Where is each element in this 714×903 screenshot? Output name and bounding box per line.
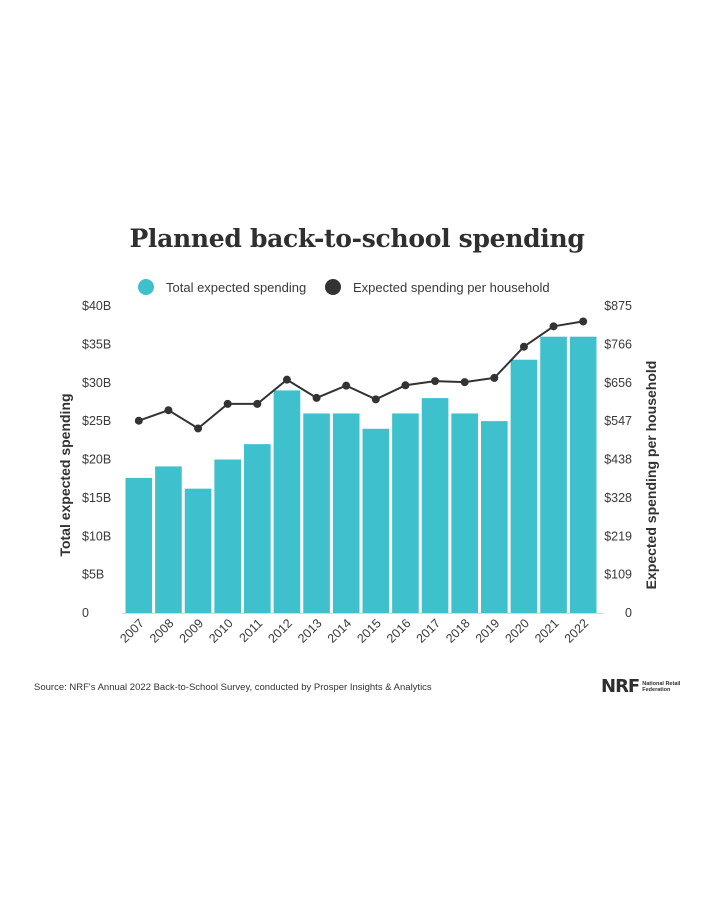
x-tick-2010: 2010 — [206, 616, 236, 646]
point-2022 — [579, 317, 588, 326]
y-tick-right-0: 0 — [625, 606, 632, 620]
bar-2021 — [540, 336, 567, 613]
point-2014 — [342, 381, 351, 390]
x-tick-2021: 2021 — [532, 616, 562, 646]
y-tick-right-4: $438 — [604, 453, 632, 467]
y-tick-left-2: $10B — [82, 529, 111, 543]
point-2019 — [490, 373, 499, 382]
y-tick-right-8: $875 — [604, 299, 632, 313]
point-2018 — [460, 378, 469, 387]
bar-2009 — [184, 488, 212, 613]
bar-2013 — [303, 413, 330, 613]
legend-label-household: Expected spending per household — [353, 279, 550, 295]
y-tick-left-5: $25B — [82, 414, 111, 428]
point-2015 — [371, 395, 380, 404]
x-tick-2008: 2008 — [147, 616, 177, 646]
x-tick-2014: 2014 — [325, 616, 355, 646]
legend: Total expected spending Expected spendin… — [0, 279, 714, 299]
x-tick-2019: 2019 — [473, 616, 503, 646]
y-tick-right-3: $328 — [604, 491, 632, 505]
y-tick-left-3: $15B — [82, 491, 111, 505]
legend-item-household: Expected spending per household — [325, 279, 550, 295]
point-2009 — [194, 424, 203, 433]
x-tick-2016: 2016 — [384, 616, 414, 646]
legend-swatch-household — [325, 279, 341, 295]
y-tick-right-1: $109 — [604, 568, 632, 582]
nrf-logo: NRF National Retail Federation — [601, 676, 682, 697]
y-tick-right-2: $219 — [604, 529, 632, 543]
household-spending-line — [138, 320, 584, 430]
y-tick-left-1: $5B — [82, 568, 104, 582]
x-tick-2017: 2017 — [414, 616, 444, 646]
x-tick-2012: 2012 — [265, 616, 295, 646]
x-tick-2013: 2013 — [295, 616, 325, 646]
point-2017 — [431, 377, 440, 386]
bar-2019 — [481, 421, 508, 613]
logo-mark: NRF — [601, 676, 640, 697]
y-tick-right-7: $766 — [604, 337, 632, 351]
bar-2022 — [569, 336, 597, 613]
point-2013 — [312, 393, 321, 402]
bar-2008 — [155, 466, 182, 613]
point-2020 — [519, 342, 528, 351]
legend-swatch-total — [138, 279, 154, 295]
x-tick-2009: 2009 — [177, 616, 207, 646]
x-tick-2015: 2015 — [354, 616, 384, 646]
point-2007 — [134, 416, 143, 425]
x-tick-2007: 2007 — [117, 616, 147, 646]
y-axis-left-title: Total expected spending — [57, 393, 73, 557]
bar-2017 — [421, 398, 449, 613]
bar-2014 — [332, 413, 360, 613]
y-axis-right-title: Expected spending per household — [643, 360, 659, 590]
source-note: Source: NRF's Annual 2022 Back-to-School… — [34, 682, 432, 693]
bar-2020 — [510, 359, 538, 613]
y-tick-left-0: 0 — [82, 606, 89, 620]
bar-2007 — [125, 477, 153, 613]
bar-2018 — [451, 413, 478, 613]
y-tick-left-6: $30B — [82, 376, 111, 390]
legend-label-total: Total expected spending — [166, 279, 307, 295]
bar-2016 — [392, 413, 419, 613]
point-2011 — [253, 399, 262, 408]
y-tick-right-5: $547 — [604, 414, 632, 428]
chart-title: Planned back-to-school spending — [129, 224, 585, 253]
bar-2012 — [273, 390, 301, 613]
bar-2015 — [362, 428, 390, 613]
bar-2010 — [214, 459, 241, 613]
y-tick-left-4: $20B — [82, 453, 111, 467]
y-tick-left-8: $40B — [82, 299, 111, 313]
point-2008 — [164, 406, 173, 415]
x-tick-2018: 2018 — [443, 616, 473, 646]
line-group — [134, 317, 588, 433]
y-tick-left-7: $35B — [82, 337, 111, 351]
x-tick-2020: 2020 — [502, 616, 532, 646]
y-tick-right-6: $656 — [604, 376, 632, 390]
point-2012 — [282, 375, 291, 384]
point-2021 — [549, 322, 558, 331]
logo-text: National Retail Federation — [642, 680, 681, 693]
bar-2011 — [244, 444, 271, 613]
point-2010 — [223, 399, 232, 408]
x-tick-2022: 2022 — [562, 616, 592, 646]
point-2016 — [401, 381, 410, 390]
x-tick-2011: 2011 — [237, 616, 266, 645]
bars-group — [125, 336, 597, 613]
legend-item-total: Total expected spending — [138, 279, 306, 295]
